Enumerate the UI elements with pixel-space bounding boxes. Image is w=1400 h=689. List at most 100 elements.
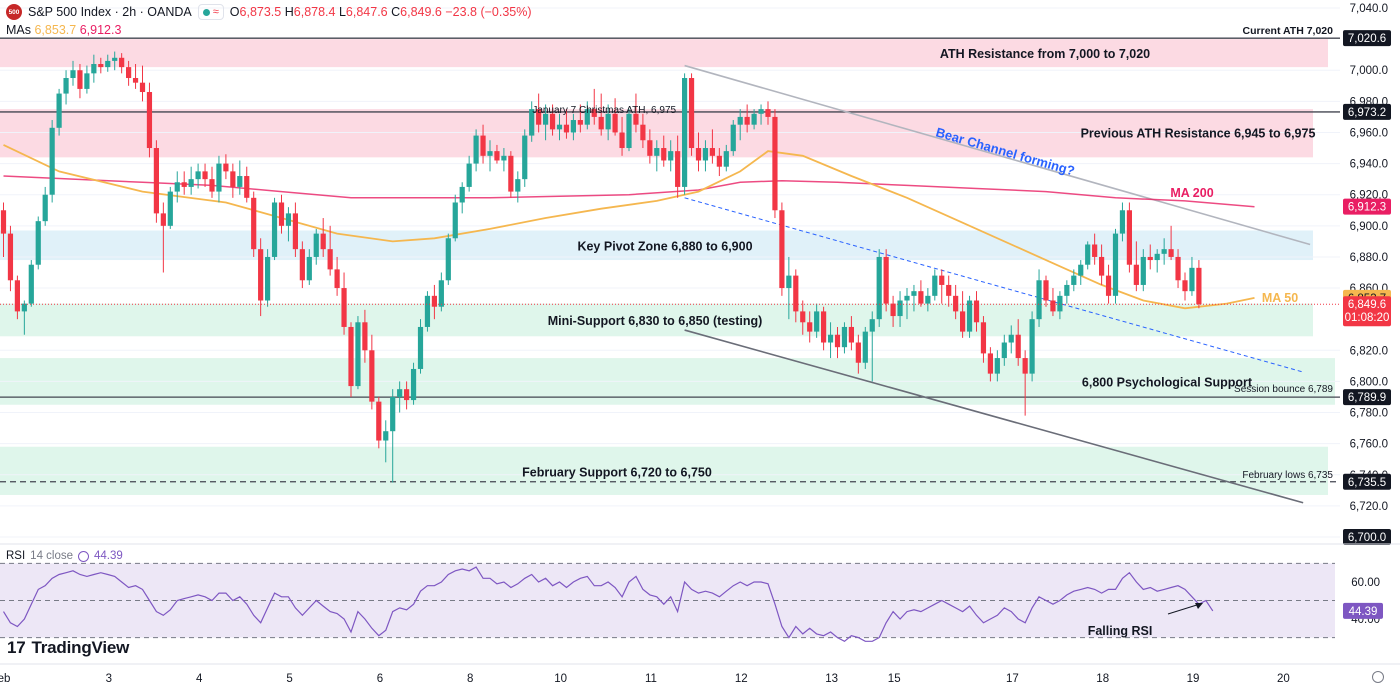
candle-body: [793, 275, 799, 312]
candle-body: [153, 148, 159, 214]
candle-body: [744, 116, 750, 125]
candle-body: [21, 303, 27, 312]
candle-body: [362, 322, 368, 351]
price-tag: [1343, 296, 1391, 327]
candle-body: [1001, 342, 1007, 359]
candle-body: [695, 148, 702, 161]
candle-body: [932, 275, 938, 296]
candle-body: [1071, 275, 1077, 285]
time-tick-label: 3: [106, 673, 112, 685]
candle-body: [807, 322, 813, 332]
candle-body: [313, 233, 319, 257]
candle-body: [953, 295, 959, 312]
zone-label: Mini-Support 6,830 to 6,850 (testing): [548, 314, 763, 328]
candle-body: [1112, 233, 1119, 296]
candle-body: [626, 113, 632, 149]
candle-body: [237, 176, 243, 187]
candle-body: [299, 249, 305, 281]
candle-body: [675, 151, 681, 187]
rsi-settings-icon[interactable]: [78, 550, 90, 562]
candle-body: [855, 342, 861, 363]
market-status-pill[interactable]: ≈: [197, 4, 224, 20]
candle-body: [751, 113, 757, 125]
candle-body: [939, 275, 945, 285]
candle-body: [1015, 334, 1021, 359]
price-tick-label: 6,960.0: [1350, 127, 1388, 139]
rsi-line: [2, 566, 1214, 643]
chart-title[interactable]: S&P 500 Index · 2h · OANDA: [28, 5, 192, 19]
price-tag-label: 6,912.3: [1348, 202, 1386, 214]
candle-body: [139, 82, 146, 93]
candle-body: [737, 116, 743, 125]
time-tick-label: 10: [554, 673, 567, 685]
chart-settings-icon[interactable]: [1372, 671, 1384, 683]
candle-body: [841, 326, 848, 348]
moving-averages-legend[interactable]: MAs 6,853.7 6,912.3: [6, 23, 122, 37]
price-tag-label: 6,789.9: [1348, 392, 1386, 404]
rsi-legend[interactable]: RSI 14 close 44.39: [6, 550, 123, 562]
time-tick-label: 15: [888, 673, 901, 685]
candle-body: [1008, 334, 1014, 343]
candle-body: [417, 326, 424, 369]
price-tag-label: 6,700.0: [1348, 532, 1386, 544]
price-tag: [1343, 103, 1391, 120]
tradingview-wordmark: TradingView: [31, 638, 130, 657]
candle-body: [42, 194, 48, 222]
candle-body: [376, 401, 382, 441]
candle-body: [598, 116, 604, 130]
candle-body: [1140, 256, 1146, 285]
falling-rsi-arrow: [1167, 603, 1201, 615]
candle-body: [647, 140, 653, 156]
candle-body: [320, 233, 326, 250]
zone-label: Key Pivot Zone 6,880 to 6,900: [577, 239, 752, 253]
price-tick-label: 6,820.0: [1350, 345, 1388, 357]
candle-body: [980, 322, 987, 354]
ath-annotation: January 7 Christmas ATH, 6,975: [532, 105, 676, 116]
rsi-value-tag-label: 44.39: [1349, 606, 1378, 618]
ma50-legend-value: 6,853.7: [34, 23, 77, 37]
candle-body: [758, 109, 764, 114]
candle-body: [334, 269, 340, 289]
candle-body: [633, 113, 639, 125]
candle-body: [814, 311, 820, 332]
candle-body: [1189, 267, 1195, 292]
candle-body: [1050, 300, 1056, 312]
candle-body: [668, 151, 674, 161]
candle-body: [1099, 256, 1105, 276]
candle-body: [682, 78, 688, 187]
candle-body: [327, 249, 333, 270]
candle-body: [772, 116, 778, 211]
candle-body: [7, 233, 14, 281]
zone-label: 6,800 Psychological Support: [1082, 375, 1253, 389]
candle-body: [904, 295, 910, 301]
price-tag-label: 6,973.2: [1348, 107, 1386, 119]
zone-band: [0, 446, 1328, 495]
candle-body: [285, 213, 292, 226]
candle-body: [605, 113, 611, 130]
candle-body: [786, 275, 792, 289]
candle-body: [549, 113, 556, 130]
candle-body: [779, 210, 785, 289]
candle-body: [98, 64, 104, 68]
candle-body: [584, 109, 590, 125]
candle-body: [897, 300, 903, 317]
time-tick-label: 4: [196, 673, 203, 685]
candle-body: [1182, 280, 1188, 292]
candle-body: [84, 73, 90, 89]
candle-body: [56, 93, 62, 128]
candle-body: [862, 331, 868, 363]
candle-body: [181, 182, 187, 187]
candle-body: [522, 135, 528, 180]
candle-body: [251, 197, 257, 250]
time-tick-label: 17: [1006, 673, 1019, 685]
falling-rsi-label: Falling RSI: [1088, 624, 1153, 638]
candle-body: [1196, 267, 1202, 305]
ma200-label: MA 200: [1170, 186, 1213, 200]
candle-body: [188, 179, 194, 187]
candle-body: [77, 70, 83, 89]
candle-body: [63, 78, 69, 94]
zone-label: February Support 6,720 to 6,750: [522, 466, 712, 480]
price-tick-label: 6,760.0: [1350, 439, 1388, 451]
candle-body: [119, 57, 125, 68]
